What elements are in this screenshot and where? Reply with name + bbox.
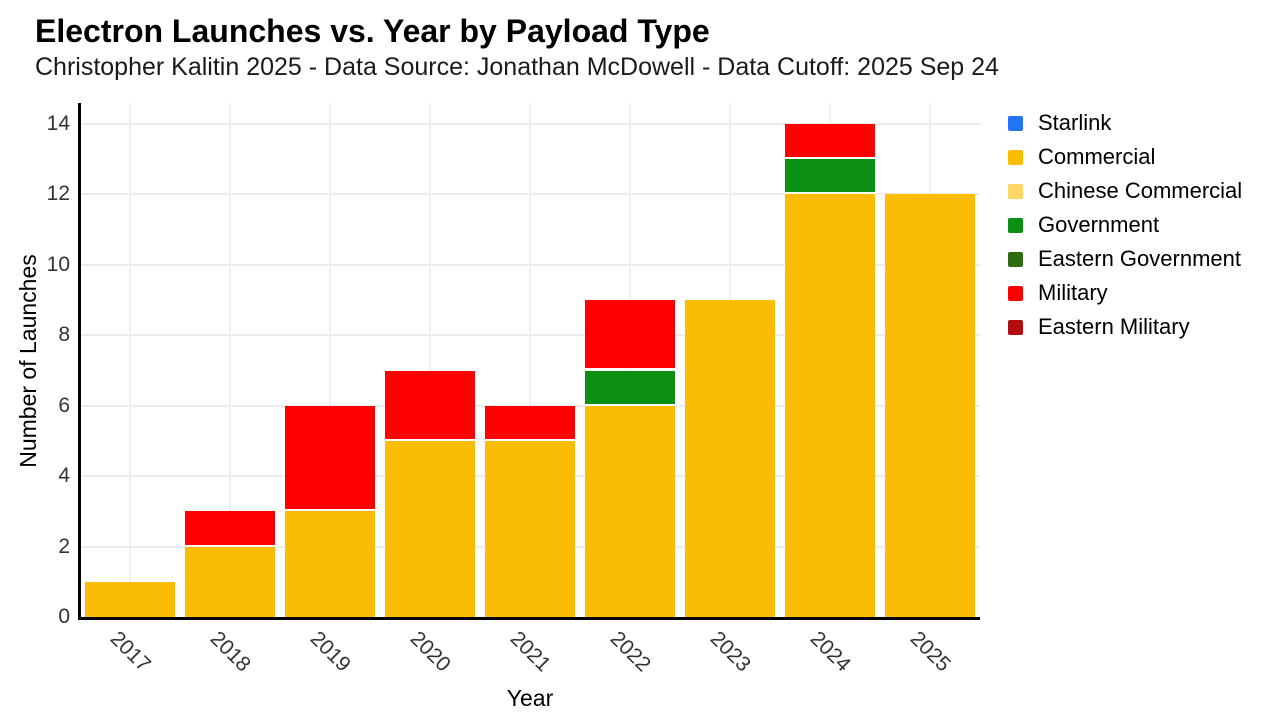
gridline-x-2018	[229, 103, 231, 617]
legend-item-government: Government	[1008, 212, 1242, 238]
y-axis-line	[78, 103, 81, 620]
x-tick-label-2025: 2025	[905, 626, 956, 677]
legend-label-starlink: Starlink	[1038, 110, 1112, 135]
y-tick-label-12: 12	[46, 182, 70, 206]
chart-subtitle: Christopher Kalitin 2025 - Data Source: …	[35, 53, 999, 81]
y-tick-label-0: 0	[58, 605, 70, 628]
y-tick-label-6: 6	[58, 393, 70, 417]
bar-segment-2023-commercial	[685, 300, 775, 617]
bar-segment-2019-military	[285, 405, 375, 512]
x-tick-label-2020: 2020	[405, 626, 456, 677]
legend-item-eastern-military: Eastern Military	[1008, 314, 1242, 340]
legend-swatch-military	[1008, 285, 1023, 301]
legend-swatch-commercial	[1008, 149, 1023, 165]
x-tick-label-2024: 2024	[805, 626, 856, 677]
gridline-x-2020	[429, 103, 431, 617]
x-tick-label-2021: 2021	[505, 626, 556, 677]
bar-segment-2024-government	[785, 159, 875, 195]
legend: Starlink Commercial Chinese Commercial Gove…	[1008, 110, 1242, 348]
x-axis-line	[78, 617, 980, 620]
bar-segment-2017-commercial	[85, 581, 175, 617]
chart-title: Electron Launches vs. Year by Payload Ty…	[35, 13, 710, 49]
y-tick-label-2: 2	[58, 534, 70, 558]
gridline-x-2021	[529, 103, 531, 617]
x-tick-label-2019: 2019	[305, 626, 356, 677]
bar-segment-2021-commercial	[485, 440, 575, 617]
x-tick-label-2018: 2018	[205, 626, 256, 677]
legend-label-commercial: Commercial	[1038, 144, 1156, 169]
x-tick-label-2023: 2023	[705, 626, 756, 677]
legend-label-military: Military	[1038, 280, 1108, 305]
legend-label-government: Government	[1038, 212, 1160, 237]
legend-item-commercial: Commercial	[1008, 144, 1242, 170]
bar-segment-2022-government	[585, 370, 675, 406]
gridline-x-2019	[329, 103, 331, 617]
bar-segment-2019-commercial	[285, 511, 375, 617]
bar-segment-2021-military	[485, 405, 575, 441]
y-tick-label-4: 4	[58, 464, 70, 488]
bar-segment-2024-military	[785, 124, 875, 160]
legend-item-starlink: Starlink	[1008, 110, 1242, 136]
bar-segment-2022-military	[585, 300, 675, 371]
legend-item-military: Military	[1008, 280, 1242, 306]
legend-item-chinese-commercial: Chinese Commercial	[1008, 178, 1242, 204]
bar-segment-2024-commercial	[785, 194, 875, 617]
y-tick-label-10: 10	[46, 252, 70, 276]
y-axis-title: Number of Launches	[15, 254, 41, 468]
x-axis-title: Year	[506, 685, 554, 711]
legend-item-eastern-government: Eastern Government	[1008, 246, 1242, 272]
bar-segment-2018-military	[185, 511, 275, 547]
legend-label-eastern-military: Eastern Military	[1038, 314, 1190, 339]
bar-segment-2020-commercial	[385, 440, 475, 617]
bar-segment-2025-commercial	[885, 194, 975, 617]
y-tick-label-8: 8	[58, 323, 70, 347]
x-tick-label-2022: 2022	[605, 626, 656, 677]
bar-segment-2018-commercial	[185, 546, 275, 617]
legend-swatch-eastern-military	[1008, 319, 1023, 335]
x-tick-label-2017: 2017	[105, 626, 156, 677]
legend-label-eastern-government: Eastern Government	[1038, 246, 1241, 271]
legend-label-chinese-commercial: Chinese Commercial	[1038, 178, 1243, 203]
gridline-x-2017	[129, 103, 131, 617]
bar-segment-2020-military	[385, 370, 475, 441]
legend-swatch-chinese-commercial	[1008, 183, 1023, 199]
y-tick-label-14: 14	[46, 112, 70, 135]
legend-swatch-government	[1008, 217, 1023, 233]
legend-swatch-starlink	[1008, 115, 1023, 131]
bar-segment-2022-commercial	[585, 405, 675, 617]
legend-swatch-eastern-government	[1008, 251, 1023, 267]
